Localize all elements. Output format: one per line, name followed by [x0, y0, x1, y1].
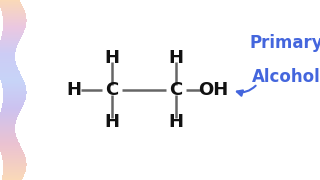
- Text: H: H: [169, 49, 183, 67]
- Text: C: C: [105, 81, 119, 99]
- Text: C: C: [169, 81, 183, 99]
- Text: Primary: Primary: [250, 34, 320, 52]
- Text: H: H: [66, 81, 81, 99]
- Text: H: H: [169, 113, 183, 131]
- FancyArrowPatch shape: [237, 86, 256, 96]
- Text: H: H: [105, 113, 119, 131]
- Text: H: H: [105, 49, 119, 67]
- Text: Alcohol: Alcohol: [252, 68, 320, 86]
- Text: OH: OH: [198, 81, 228, 99]
